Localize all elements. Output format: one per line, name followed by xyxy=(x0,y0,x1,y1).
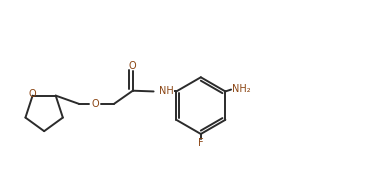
Text: NH: NH xyxy=(159,86,174,96)
Text: F: F xyxy=(198,138,204,148)
Text: O: O xyxy=(91,99,99,109)
Text: O: O xyxy=(129,61,137,71)
Text: NH₂: NH₂ xyxy=(232,84,251,94)
Text: O: O xyxy=(29,89,36,99)
